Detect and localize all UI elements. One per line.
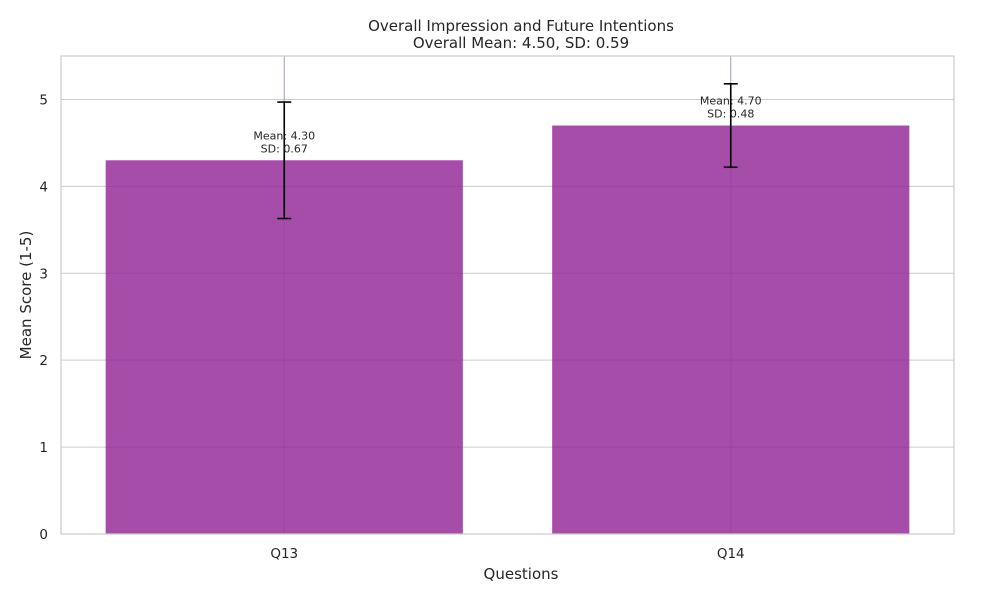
bar-sd-label: SD: 0.67 [261,142,308,155]
bar-mean-label: Mean: 4.30 [253,129,315,142]
bar-q14 [552,125,910,534]
y-tick-labels: 0 1 2 3 4 5 [39,92,48,543]
x-tick-labels: Q13 Q14 [270,546,744,562]
bar-sd-label: SD: 0.48 [707,108,754,121]
x-tick-label: Q14 [717,546,745,562]
bar-mean-label: Mean: 4.70 [700,95,762,108]
y-tick-label: 4 [39,179,48,195]
y-tick-label: 0 [39,527,48,543]
plot-frame [60,55,955,535]
bars [105,125,910,535]
y-axis-label: Mean Score (1-5) [17,231,35,360]
chart-subtitle: Overall Mean: 4.50, SD: 0.59 [413,34,629,52]
y-tick-label: 2 [39,353,48,369]
x-tick-label: Q13 [270,546,298,562]
y-tick-label: 3 [39,266,48,282]
y-tick-label: 1 [39,440,48,456]
chart-title: Overall Impression and Future Intentions [368,17,674,35]
error-bars [277,83,738,220]
y-tick-label: 5 [39,92,48,108]
bar-q13 [105,160,463,535]
x-axis-label: Questions [484,565,559,583]
